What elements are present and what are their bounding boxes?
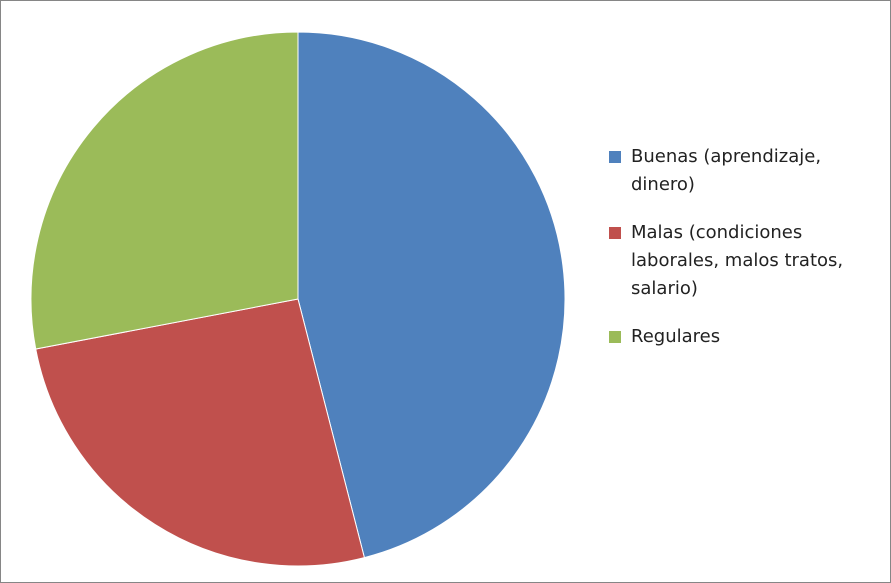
legend-label: Malas (condiciones laborales, malos trat… bbox=[631, 222, 844, 299]
legend-entry: Buenas (aprendizaje, dinero) bbox=[609, 143, 887, 199]
pie-slice bbox=[30, 31, 299, 350]
legend-entry: Malas (condiciones laborales, malos trat… bbox=[609, 219, 887, 303]
legend-swatch bbox=[609, 227, 621, 239]
pie-slice bbox=[35, 298, 366, 567]
legend-label: Buenas (aprendizaje, dinero) bbox=[631, 146, 822, 195]
legend-label: Regulares bbox=[631, 326, 721, 347]
legend-entry: Regulares bbox=[609, 323, 887, 351]
legend-swatch bbox=[609, 151, 621, 163]
legend: Buenas (aprendizaje, dinero) Malas (condi… bbox=[609, 143, 887, 371]
pie-slice bbox=[297, 31, 566, 559]
pie-area bbox=[30, 31, 566, 567]
legend-swatch bbox=[609, 331, 621, 343]
